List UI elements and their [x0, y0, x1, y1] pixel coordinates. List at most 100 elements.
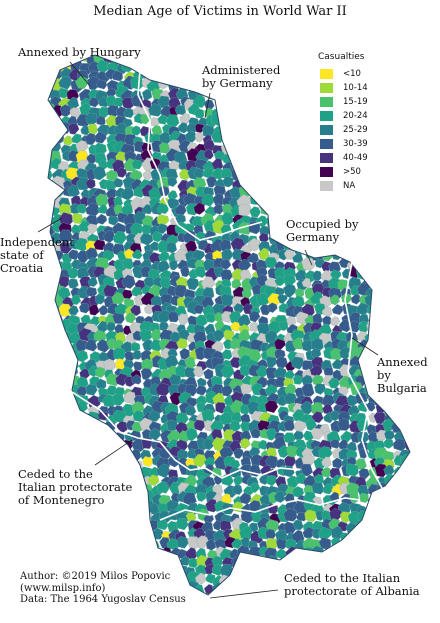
municipality-cell	[264, 400, 279, 414]
municipality-cell	[382, 230, 397, 244]
municipality-cell	[237, 120, 252, 135]
municipality-cell	[77, 414, 88, 425]
municipality-cell	[411, 252, 422, 263]
municipality-cell	[367, 508, 381, 522]
municipality-cell	[59, 402, 71, 415]
municipality-cell	[121, 274, 136, 289]
municipality-cell	[142, 169, 153, 180]
municipality-cell	[303, 603, 314, 614]
municipality-cell	[247, 107, 259, 118]
municipality-cell	[68, 305, 79, 316]
municipality-cell	[167, 33, 177, 43]
municipality-cell	[305, 185, 317, 197]
municipality-cell	[193, 419, 206, 432]
municipality-cell	[61, 374, 72, 385]
municipality-cell	[338, 556, 353, 570]
municipality-cell	[230, 141, 243, 153]
municipality-cell	[392, 403, 405, 417]
credit-author: Author: ©2019 Milos Popovic	[20, 571, 171, 582]
municipality-cell	[195, 572, 207, 585]
legend-item: 25-29	[318, 123, 408, 137]
municipality-cell	[220, 90, 231, 101]
municipality-cell	[268, 98, 280, 110]
municipality-cell	[304, 133, 318, 149]
municipality-cell	[394, 307, 406, 318]
municipality-cell	[232, 91, 242, 101]
municipality-cell	[161, 34, 173, 45]
municipality-cell	[366, 207, 377, 217]
municipality-cell	[48, 405, 55, 417]
municipality-cell	[237, 139, 251, 153]
municipality-cell	[400, 536, 410, 548]
municipality-cell	[302, 114, 313, 125]
municipality-cell	[48, 113, 52, 126]
municipality-cell	[33, 430, 47, 444]
municipality-cell	[292, 519, 304, 531]
municipality-cell	[302, 180, 314, 192]
municipality-cell	[131, 159, 143, 170]
municipality-cell	[79, 546, 92, 559]
municipality-cell	[151, 55, 162, 56]
municipality-cell	[36, 458, 46, 468]
municipality-cell	[94, 521, 107, 534]
municipality-cell	[48, 203, 54, 216]
municipality-cell	[193, 202, 206, 215]
municipality-cell	[329, 31, 342, 45]
municipality-cell	[382, 538, 394, 551]
municipality-cell	[57, 528, 71, 542]
municipality-cell	[85, 427, 100, 441]
municipality-cell	[354, 205, 367, 218]
municipality-cell	[167, 176, 178, 188]
municipality-cell	[284, 455, 297, 468]
municipality-cell	[292, 55, 303, 56]
municipality-cell	[391, 195, 404, 208]
zone-border-bulgaria	[344, 261, 383, 489]
municipality-cell	[105, 448, 116, 460]
municipality-cell	[400, 556, 410, 571]
municipality-cell	[413, 423, 423, 434]
municipality-cell	[49, 375, 62, 388]
municipality-cell	[130, 76, 144, 90]
municipality-cell	[402, 312, 410, 325]
municipality-cell	[22, 313, 36, 326]
municipality-cell	[48, 518, 57, 531]
municipality-cell	[105, 538, 117, 549]
municipality-cell	[24, 367, 35, 377]
municipality-cell	[258, 113, 272, 128]
municipality-cell	[59, 383, 72, 396]
municipality-cell	[113, 519, 125, 531]
municipality-cell	[278, 188, 290, 200]
municipality-cell	[186, 277, 200, 291]
municipality-cell	[88, 538, 101, 551]
municipality-cell	[402, 495, 410, 506]
municipality-cell	[321, 456, 332, 468]
legend: Casualties <10 10-14 15-19 20-24 25-29 30-39 4…	[318, 52, 408, 193]
municipality-cell	[329, 202, 343, 215]
municipality-cell	[348, 35, 361, 47]
municipality-cell	[411, 541, 422, 552]
municipality-cell	[36, 178, 46, 189]
municipality-cell	[32, 295, 46, 309]
municipality-cell	[402, 414, 410, 426]
municipality-cell	[143, 303, 155, 315]
municipality-cell	[410, 159, 420, 169]
municipality-cell	[266, 598, 279, 612]
municipality-cell	[87, 223, 98, 234]
municipality-cell	[295, 87, 310, 101]
municipality-cell	[48, 330, 56, 341]
municipality-cell	[23, 338, 35, 351]
municipality-cell	[285, 123, 298, 135]
municipality-cell	[304, 158, 318, 172]
municipality-cell	[67, 267, 79, 279]
municipality-cell	[48, 81, 53, 94]
municipality-cell	[31, 196, 43, 208]
municipality-cell	[396, 557, 407, 570]
municipality-cell	[400, 405, 410, 418]
municipality-cell	[75, 553, 89, 567]
municipality-cell	[68, 422, 79, 432]
municipality-cell	[25, 73, 35, 83]
municipality-cell	[160, 55, 174, 65]
municipality-cell	[179, 348, 191, 360]
municipality-cell	[49, 422, 63, 435]
municipality-cell	[70, 432, 81, 444]
